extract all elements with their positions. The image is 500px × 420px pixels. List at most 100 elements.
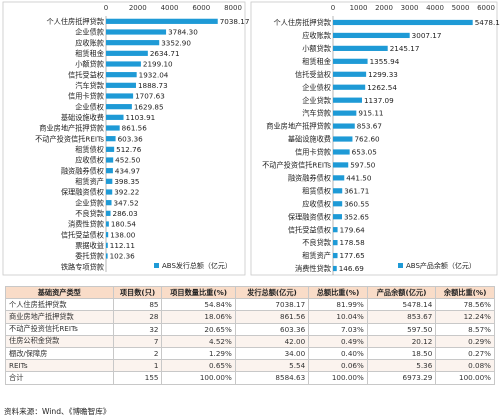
x-tick-label: 3000 [401,4,419,12]
bar [333,240,338,246]
bar [333,149,350,155]
category-label: 应收债权 [302,199,331,208]
table-cell: 0.08% [435,359,495,373]
category-label: 不良贷款 [75,209,104,218]
category-label: 应收债权 [75,156,104,165]
legend-swatch [398,263,403,268]
value-label: 1888.73 [138,81,168,90]
value-label: 177.65 [340,251,365,260]
value-label: 3784.30 [168,28,198,37]
table-cell: 住房公积金贷款 [5,334,114,348]
category-label: 租赁资产 [302,251,331,260]
category-label: 信用卡贷款 [68,92,104,101]
category-label: 企业债权 [302,83,331,92]
table-row: 不动产投资信托REITs 32 20.65% 603.36 7.03% 597.50 8.5… [5,322,495,336]
table-cell: 34.00 [234,346,310,361]
legend-swatch [154,263,159,268]
value-label: 1707.63 [135,92,165,101]
category-label: 不动产投资信托REITs [35,134,104,143]
value-label: 1629.85 [134,102,164,111]
table-cell: 10.04% [308,310,368,324]
category-label: 小额贷款 [302,44,331,53]
bar [106,232,109,238]
x-tick-label: 6000 [192,4,210,12]
x-tick-label: 0 [104,4,108,12]
table-row: 住房公积金贷款 7 4.52% 42.00 0.49% 20.12 0.29% [5,334,495,348]
bar [106,136,116,142]
column-header: 余额比重(%) [435,285,495,300]
category-label: 票据收益 [75,241,104,250]
value-label: 146.69 [339,264,365,273]
table-cell: 7 [112,334,163,348]
bar [106,178,113,184]
table-cell: 4.52% [161,334,236,348]
value-label: 1355.94 [370,57,400,66]
value-label: 1137.09 [364,96,394,105]
value-label: 2199.10 [143,60,173,69]
category-label: 信托受益权 [68,70,104,79]
table-cell: REITs [5,359,114,373]
table-cell: 2 [112,346,163,361]
x-tick-label: 2000 [129,4,147,12]
value-label: 434.97 [115,166,140,175]
table-cell: 20.12 [366,334,437,348]
column-header: 发行总额(亿元) [234,285,310,300]
category-label: 企业贷款 [75,198,104,207]
value-label: 1103.91 [126,113,156,122]
category-label: 保理融资债权 [288,212,331,221]
bar [333,32,410,39]
value-label: 7038.17 [220,17,250,26]
value-label: 2145.17 [390,44,420,53]
bar [106,200,112,206]
table-cell: 100.00% [435,371,495,385]
table-cell: 12.24% [435,310,495,324]
value-label: 352.65 [344,212,369,221]
table-header-row: 基础资产类型 项目数(只) 项目数量比重(%) 发行总额(亿元) 总额比重(%) 产品余额… [5,285,495,300]
table-cell: 5478.14 [366,298,437,312]
table-cell: 18.06% [161,310,236,324]
table-cell: 6973.29 [366,371,437,385]
bar [106,157,114,163]
bar [333,71,367,77]
category-label: 基础设施收费 [288,135,331,144]
table-row: 棚改/保障房 2 1.29% 34.00 0.40% 18.50 0.27% [5,346,495,361]
value-label: 653.05 [352,148,377,157]
category-label: 铁路专项贷款 [61,262,104,271]
column-header: 基础资产类型 [5,285,114,300]
table-cell: 个人住房抵押贷款 [5,298,114,312]
category-label: 企业贷款 [302,96,331,105]
table-cell: 5.36 [366,359,437,373]
category-label: 信托受益债权 [288,225,331,234]
value-label: 102.36 [110,252,136,261]
category-label: 企业债款 [75,28,104,37]
category-label: 租赁租金 [75,49,104,58]
category-label: 个人住房抵押贷款 [273,18,331,27]
value-label: 1299.33 [368,70,398,79]
table-row: REITs 1 0.65% 5.54 0.06% 5.36 0.08% [5,359,495,373]
bar [106,253,108,259]
chart-border [2,1,246,276]
value-label: 360.55 [344,199,369,208]
value-label: 512.76 [116,145,142,154]
chart-border [250,1,498,276]
table-cell: 0.40% [308,346,368,361]
column-header: 产品余额(亿元) [366,285,437,300]
bar [333,123,355,129]
x-tick-label: 6000 [477,4,495,12]
category-label: 租赁债权 [75,145,104,154]
table-cell: 597.50 [366,322,437,336]
bar [106,104,132,110]
table-cell: 54.84% [161,298,236,312]
bar [333,227,338,233]
bar [106,125,120,131]
abs-balance-chart: 0 1000 2000 3000 4000 5000 6000 个人住房抵押贷款 5478.14… [250,1,500,276]
bar [106,18,218,24]
legend-label: ABS发行总额（亿元） [162,261,232,270]
x-tick-label: 4000 [426,4,444,12]
table-row: 合计 155 100.00% 8584.63 100.00% 6973.29 100.00% [5,371,495,385]
table-cell: 20.65% [161,322,236,336]
table-cell: 100.00% [308,371,368,385]
category-label: 不良贷款 [302,238,331,247]
value-label: 392.22 [114,188,139,197]
category-label: 应收账款 [302,31,331,40]
